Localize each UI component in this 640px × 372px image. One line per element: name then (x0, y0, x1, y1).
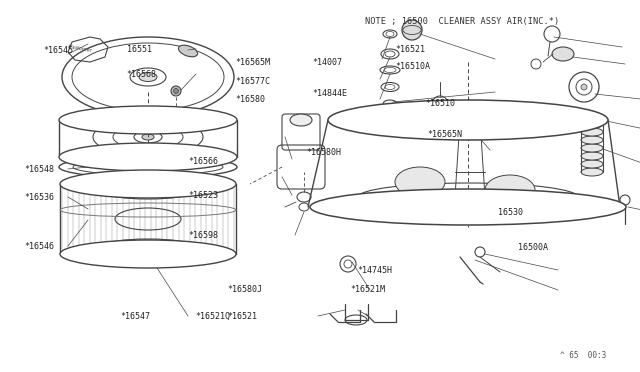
Ellipse shape (179, 45, 198, 57)
Text: *16523: *16523 (189, 191, 219, 200)
Text: *14844E: *14844E (312, 89, 348, 97)
Text: *16548: *16548 (24, 165, 54, 174)
Circle shape (437, 101, 443, 107)
Text: *16565N: *16565N (428, 130, 463, 139)
Text: NOTE ; 16500  CLEANER ASSY AIR(INC.*): NOTE ; 16500 CLEANER ASSY AIR(INC.*) (365, 17, 559, 26)
Text: *14007: *14007 (312, 58, 342, 67)
Text: *14745H: *14745H (357, 266, 392, 275)
Text: *16568: *16568 (127, 70, 157, 79)
Text: *16566: *16566 (189, 157, 219, 166)
Ellipse shape (581, 120, 603, 128)
Text: *16536: *16536 (24, 193, 54, 202)
Ellipse shape (581, 144, 603, 152)
Text: *16580H: *16580H (306, 148, 341, 157)
Ellipse shape (485, 175, 535, 205)
Text: *16546: *16546 (24, 242, 54, 251)
Ellipse shape (290, 114, 312, 126)
Text: Elastomer: Elastomer (67, 44, 93, 54)
Ellipse shape (59, 143, 237, 171)
Text: 16551: 16551 (127, 45, 152, 54)
Text: *16521: *16521 (396, 45, 426, 54)
Ellipse shape (581, 152, 603, 160)
Ellipse shape (581, 136, 603, 144)
Text: *16521M: *16521M (351, 285, 386, 294)
Ellipse shape (328, 100, 608, 140)
Text: *16598: *16598 (189, 231, 219, 240)
Text: *16521: *16521 (227, 312, 257, 321)
Ellipse shape (581, 128, 603, 136)
Text: *16510A: *16510A (396, 62, 431, 71)
Text: *16580: *16580 (236, 95, 266, 104)
Ellipse shape (142, 134, 154, 140)
Ellipse shape (59, 106, 237, 134)
Ellipse shape (60, 240, 236, 268)
Ellipse shape (60, 170, 236, 198)
Text: ^ 65  00:3: ^ 65 00:3 (560, 351, 606, 360)
Text: *16577C: *16577C (236, 77, 271, 86)
Circle shape (171, 86, 181, 96)
Text: 16530: 16530 (498, 208, 523, 217)
Circle shape (402, 20, 422, 40)
Ellipse shape (395, 167, 445, 197)
Text: *16580J: *16580J (227, 285, 262, 294)
Ellipse shape (552, 47, 574, 61)
Ellipse shape (310, 189, 626, 225)
Text: 16500A: 16500A (518, 243, 548, 252)
Circle shape (173, 89, 179, 93)
Text: *16565M: *16565M (236, 58, 271, 67)
Text: *16510: *16510 (426, 99, 456, 108)
Ellipse shape (139, 73, 157, 81)
Ellipse shape (581, 160, 603, 168)
Text: *16547: *16547 (120, 312, 150, 321)
Text: *16521Q: *16521Q (195, 312, 230, 321)
Ellipse shape (581, 168, 603, 176)
Text: *16545: *16545 (44, 46, 74, 55)
Circle shape (581, 84, 587, 90)
